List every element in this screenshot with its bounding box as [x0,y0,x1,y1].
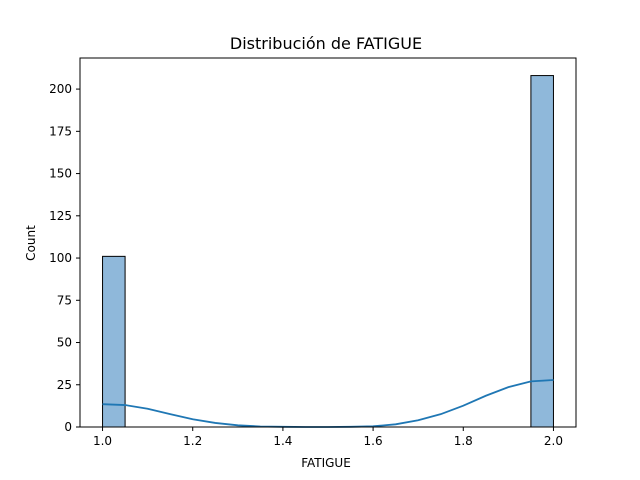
y-axis-ticks: 0 25 50 75 100 125 150 175 200 [49,82,80,434]
y-tick-label: 50 [57,336,72,350]
x-tick-label: 1.2 [183,434,202,448]
plot-area [79,57,577,428]
y-axis-label: Count [24,225,38,261]
x-tick-label: 2.0 [544,434,563,448]
x-tick-label: 1.0 [93,434,112,448]
x-tick-label: 1.6 [364,434,383,448]
y-tick-label: 75 [57,293,72,307]
histogram-bar-2 [530,75,554,428]
y-tick-label: 0 [64,420,72,434]
histogram-bars [102,75,554,428]
x-axis-label: FATIGUE [301,456,351,470]
y-tick-label: 175 [49,124,72,138]
y-tick-label: 150 [49,167,72,181]
x-tick-label: 1.4 [273,434,292,448]
x-axis-ticks: 1.0 1.2 1.4 1.6 1.8 2.0 [93,427,563,448]
chart-title: Distribución de FATIGUE [230,34,422,53]
histogram-bar-1 [102,255,126,428]
y-tick-label: 100 [49,251,72,265]
y-tick-label: 25 [57,378,72,392]
x-tick-label: 1.8 [454,434,473,448]
y-tick-label: 200 [49,82,72,96]
y-tick-label: 125 [49,209,72,223]
kde-line [102,379,554,428]
plot-frame [79,57,577,428]
